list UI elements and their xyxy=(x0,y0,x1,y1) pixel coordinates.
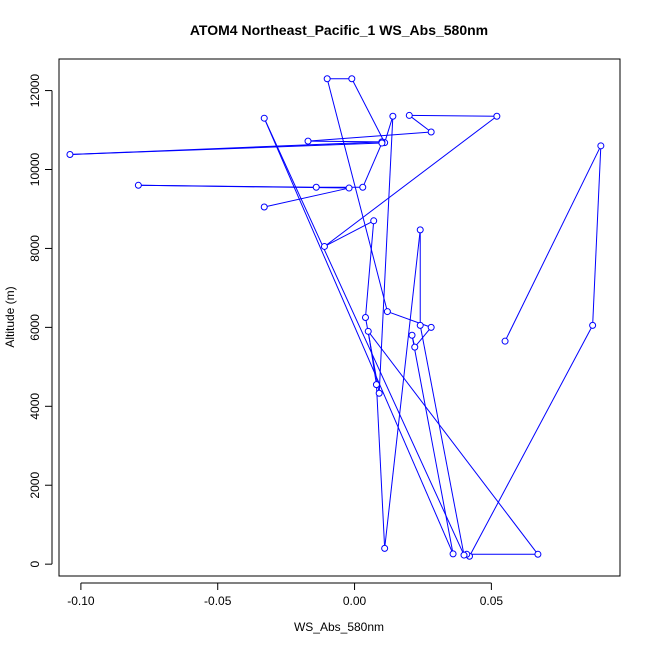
data-point xyxy=(348,75,356,83)
data-point xyxy=(260,114,268,122)
data-point xyxy=(383,308,391,316)
data-point xyxy=(501,337,509,345)
x-axis-label: WS_Abs_580nm xyxy=(294,620,384,634)
data-point xyxy=(460,551,468,559)
series-segment xyxy=(419,325,465,556)
y-tick-label: 2000 xyxy=(28,472,42,499)
series-segment xyxy=(411,335,454,554)
x-tick-label: 0.05 xyxy=(480,594,504,608)
series-layer xyxy=(66,75,605,560)
series-segment xyxy=(362,142,383,188)
data-point xyxy=(416,321,424,329)
data-point xyxy=(370,217,378,225)
series-segment xyxy=(409,114,497,117)
data-point xyxy=(260,203,268,211)
series-segment xyxy=(364,220,375,318)
series-segment xyxy=(263,117,465,556)
data-point xyxy=(312,183,320,191)
x-axis: -0.10 -0.05 0.00 0.05 xyxy=(67,582,504,608)
data-point xyxy=(345,184,353,192)
x-tick-label: -0.10 xyxy=(67,594,95,608)
data-point xyxy=(372,381,380,389)
data-point xyxy=(597,142,605,150)
series-segment xyxy=(384,116,394,143)
y-axis-label: Altitude (m) xyxy=(3,286,17,347)
data-point xyxy=(359,183,367,191)
series-segment xyxy=(375,384,386,549)
series-segment xyxy=(69,142,382,156)
series-segment xyxy=(351,78,386,143)
series-segment xyxy=(414,327,432,348)
plot-frame xyxy=(58,58,621,577)
data-point xyxy=(66,151,74,159)
series-segment xyxy=(367,331,539,555)
data-point xyxy=(375,389,383,397)
x-tick-label: -0.05 xyxy=(204,594,232,608)
series-segment xyxy=(408,115,432,133)
y-tick-label: 0 xyxy=(28,561,42,568)
data-point xyxy=(534,550,542,558)
y-tick-label: 6000 xyxy=(28,314,42,341)
data-point xyxy=(320,242,328,250)
series-segment xyxy=(324,220,374,247)
data-point xyxy=(361,314,369,321)
data-point xyxy=(411,343,419,351)
series-segment xyxy=(504,145,602,342)
series-segment xyxy=(308,140,382,143)
series-segment xyxy=(307,131,432,142)
series-segment xyxy=(264,187,350,208)
data-point xyxy=(427,323,435,331)
y-tick-label: 8000 xyxy=(28,235,42,262)
data-point xyxy=(381,544,389,552)
data-point xyxy=(389,112,397,120)
data-point xyxy=(378,139,386,147)
data-point xyxy=(416,226,424,234)
y-axis: 0 2000 4000 6000 8000 10000 12000 xyxy=(28,74,53,568)
data-point xyxy=(304,137,312,145)
series-segment xyxy=(378,116,394,394)
series-segment xyxy=(263,117,454,555)
x-tick-label: 0.00 xyxy=(343,594,367,608)
series-segment xyxy=(387,311,432,328)
chart-title: ATOM4 Northeast_Pacific_1 WS_Abs_580nm xyxy=(190,22,488,38)
data-point xyxy=(323,75,331,83)
data-point xyxy=(589,321,597,329)
data-point xyxy=(408,331,416,339)
data-point xyxy=(364,327,372,335)
series-segment xyxy=(384,229,421,549)
data-point xyxy=(493,112,501,120)
data-point xyxy=(405,111,413,119)
data-point xyxy=(427,128,435,136)
data-point xyxy=(134,181,142,189)
y-tick-label: 4000 xyxy=(28,393,42,420)
series-segment xyxy=(469,325,594,557)
data-point xyxy=(449,550,457,558)
series-segment xyxy=(324,115,498,247)
y-tick-label: 10000 xyxy=(28,152,42,186)
series-segment xyxy=(326,78,388,312)
y-tick-label: 12000 xyxy=(28,74,42,108)
series-segment xyxy=(592,145,602,326)
